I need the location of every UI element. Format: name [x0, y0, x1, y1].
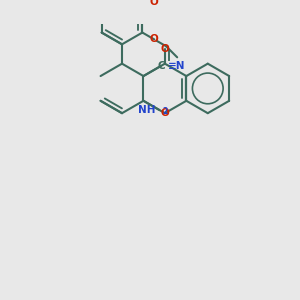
Text: 2: 2 [162, 107, 167, 116]
Text: O: O [160, 44, 169, 54]
Text: O: O [150, 0, 159, 7]
Text: O: O [160, 108, 169, 118]
Text: ≡N: ≡N [168, 61, 186, 71]
Text: O: O [150, 34, 159, 44]
Text: C: C [157, 61, 165, 71]
Text: NH: NH [138, 105, 156, 115]
